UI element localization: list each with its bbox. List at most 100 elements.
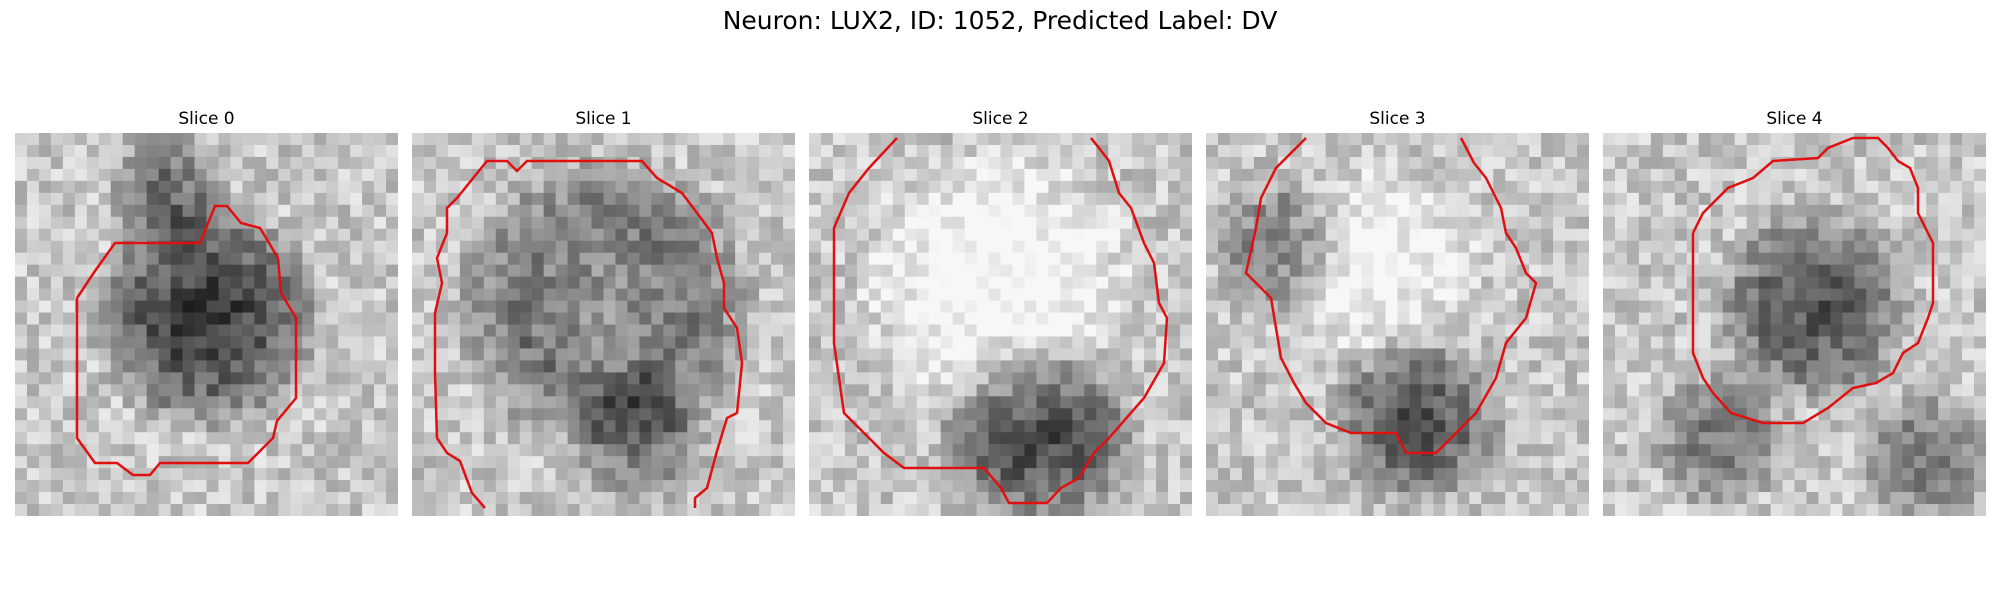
pixel <box>747 504 760 516</box>
pixel <box>62 300 76 314</box>
pixel <box>627 336 641 350</box>
pixel <box>615 480 629 493</box>
pixel <box>386 336 398 350</box>
pixel <box>1397 408 1411 421</box>
pixel <box>266 396 279 409</box>
pixel <box>1361 300 1375 314</box>
pixel <box>1529 312 1542 326</box>
pixel <box>868 372 882 385</box>
pixel <box>1878 276 1891 290</box>
pixel <box>880 468 894 481</box>
pixel <box>1036 396 1049 409</box>
pixel <box>1926 360 1939 373</box>
pixel <box>1481 252 1494 266</box>
pixel <box>1409 252 1423 266</box>
pixel <box>50 480 64 493</box>
pixel <box>1180 300 1192 314</box>
pixel <box>1577 240 1589 254</box>
pixel <box>170 384 184 397</box>
pixel <box>1385 228 1399 242</box>
pixel <box>1229 156 1243 170</box>
pixel <box>1072 252 1085 266</box>
pixel <box>1000 432 1014 445</box>
pixel <box>1782 384 1796 397</box>
pixel <box>1938 372 1951 385</box>
pixel <box>1385 492 1399 505</box>
pixel <box>459 396 473 409</box>
pixel <box>892 384 906 397</box>
pixel <box>386 396 398 409</box>
pixel <box>555 372 569 385</box>
pixel <box>543 168 557 182</box>
pixel <box>1650 252 1664 266</box>
pixel <box>1265 264 1279 278</box>
pixel <box>1565 456 1578 469</box>
pixel <box>1746 240 1760 254</box>
pixel <box>338 456 351 469</box>
pixel <box>1565 252 1578 266</box>
pixel <box>1830 324 1843 338</box>
pixel <box>1842 192 1855 206</box>
pixel <box>1974 408 1986 421</box>
pixel <box>976 336 990 350</box>
pixel <box>1553 144 1566 158</box>
pixel <box>62 444 76 457</box>
pixel <box>146 444 160 457</box>
pixel <box>1565 276 1578 290</box>
pixel <box>1950 252 1963 266</box>
pixel <box>809 300 822 314</box>
pixel <box>1529 144 1542 158</box>
pixel <box>1108 336 1121 350</box>
pixel <box>856 240 870 254</box>
pixel <box>615 312 629 326</box>
pixel <box>1084 324 1097 338</box>
pixel <box>218 192 232 206</box>
pixel <box>146 504 160 516</box>
pixel <box>1469 492 1482 505</box>
pixel <box>1168 420 1181 433</box>
pixel <box>134 504 148 516</box>
pixel <box>1385 384 1399 397</box>
pixel <box>1638 432 1652 445</box>
pixel <box>1072 300 1085 314</box>
pixel <box>1734 228 1748 242</box>
pixel <box>928 432 942 445</box>
pixel <box>1938 444 1951 457</box>
pixel <box>483 432 497 445</box>
pixel <box>50 144 64 158</box>
pixel <box>880 180 894 194</box>
pixel <box>1206 384 1219 397</box>
pixel <box>1794 312 1808 326</box>
pixel <box>459 312 473 326</box>
pixel <box>783 468 795 481</box>
pixel <box>1758 324 1772 338</box>
pixel <box>1265 276 1279 290</box>
pixel <box>892 360 906 373</box>
pixel <box>1517 468 1530 481</box>
pixel <box>483 192 497 206</box>
pixel <box>302 432 315 445</box>
pixel <box>1229 384 1243 397</box>
pixel <box>1241 384 1255 397</box>
pixel <box>278 144 291 158</box>
pixel <box>1060 444 1073 457</box>
pixel <box>74 492 88 505</box>
pixel <box>868 408 882 421</box>
pixel <box>1746 216 1760 230</box>
pixel <box>302 216 315 230</box>
pixel <box>1421 384 1435 397</box>
pixel <box>880 133 894 146</box>
pixel <box>254 360 267 373</box>
pixel <box>254 288 267 302</box>
pixel <box>1397 192 1411 206</box>
pixel <box>1060 492 1073 505</box>
pixel <box>290 276 303 290</box>
pixel <box>447 408 461 421</box>
pixel <box>832 133 846 146</box>
pixel <box>374 372 387 385</box>
pixel <box>687 456 700 469</box>
pixel <box>62 133 76 146</box>
pixel <box>50 504 64 516</box>
pixel <box>278 360 291 373</box>
pixel <box>747 288 760 302</box>
